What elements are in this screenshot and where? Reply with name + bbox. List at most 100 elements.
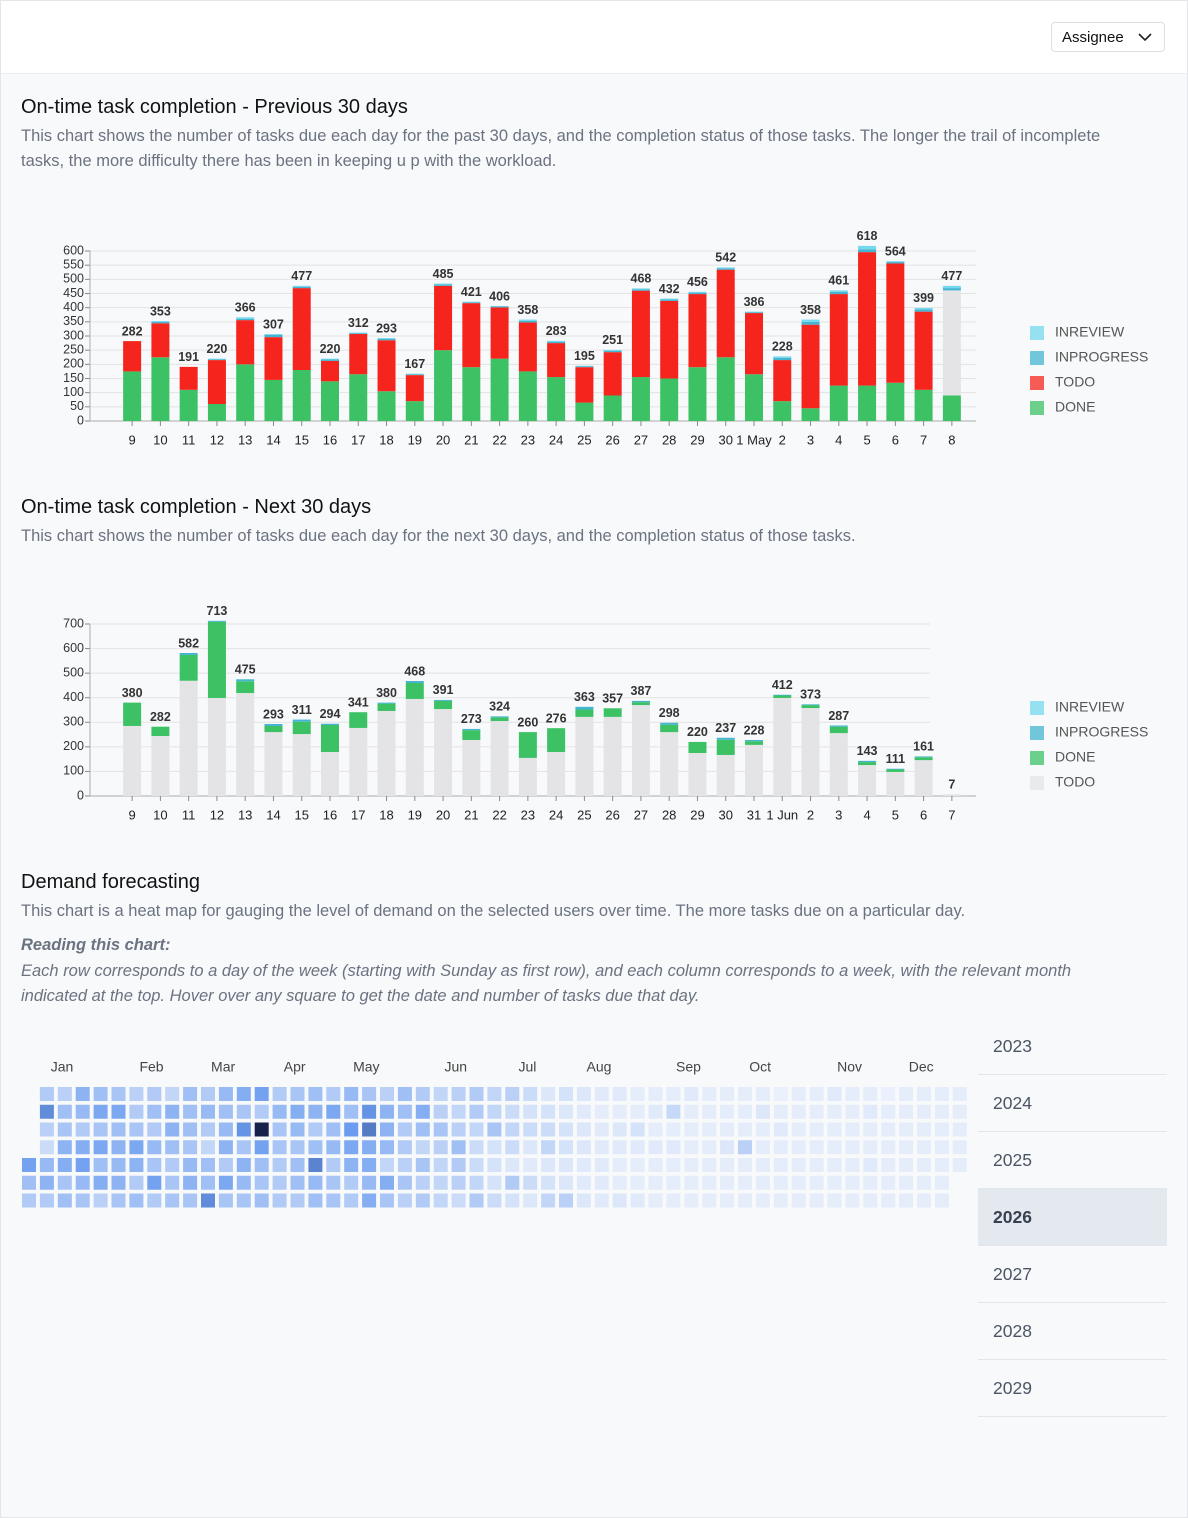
bar-segment [207,360,226,404]
year-item[interactable]: 2024 [978,1075,1167,1132]
heatmap-cell [594,1175,609,1190]
bar-segment [405,373,424,375]
heatmap-cell [290,1087,305,1101]
heatmap-cell [147,1140,162,1155]
heatmap-cell [541,1158,556,1172]
total-label: 293 [376,321,397,335]
bar-segment [377,338,396,341]
bar-segment [490,716,509,718]
year-item[interactable]: 2023 [978,1018,1167,1075]
total-label: 468 [404,664,425,678]
x-tick-label: 7 [920,432,927,447]
heatmap-cell [397,1087,412,1101]
bar-segment [603,350,622,353]
bar-segment [716,269,735,358]
y-tick-label: 600 [63,641,84,655]
x-tick-label: 16 [323,807,337,822]
bar-segment [490,307,509,359]
bar-segment [292,370,311,421]
x-tick-label: 7 [948,807,955,822]
bar-segment [490,358,509,421]
heatmap-cell [22,1158,36,1172]
month-label: Apr [284,1059,306,1075]
heatmap-cell [630,1104,645,1119]
heatmap-cell [362,1158,377,1172]
y-tick-label: 700 [63,616,84,630]
bar-segment [631,702,650,706]
bar-segment [942,288,961,291]
heatmap-cell [93,1104,108,1119]
x-tick-label: 9 [129,432,136,447]
bar-segment [349,332,368,334]
bar-segment [631,288,650,290]
total-label: 283 [546,324,567,338]
bar-segment [575,367,594,403]
bar-segment [207,697,226,796]
bar-segment [462,730,481,740]
heatmap-cell [702,1193,717,1208]
heatmap-cell [773,1122,788,1137]
heatmap-cell [183,1193,198,1208]
heatmap-cell [594,1158,609,1172]
x-tick-label: 9 [129,807,136,822]
heatmap-cell [129,1104,144,1119]
year-item[interactable]: 2027 [978,1246,1167,1303]
heatmap-cell [881,1140,896,1155]
bar-segment [490,305,509,307]
year-item[interactable]: 2028 [978,1303,1167,1360]
heatmap-cell [827,1104,842,1119]
bar-segment [942,290,961,396]
total-label: 380 [122,686,143,700]
year-item[interactable]: 2026 [978,1189,1167,1246]
heatmap-cell [612,1158,627,1172]
heatmap-cell [201,1175,215,1190]
heatmap-cell [218,1087,233,1101]
x-tick-label: 24 [549,432,563,447]
heatmap-cell [541,1087,556,1101]
x-tick-label: 15 [294,432,308,447]
bar-segment [518,371,537,421]
bar-segment [773,697,792,796]
heatmap-cell [666,1193,681,1208]
bar-segment [179,366,198,390]
heatmap-cell [666,1104,681,1119]
legend-swatch [1030,351,1044,365]
bar-segment [207,359,226,361]
heatmap-cell [702,1140,717,1155]
x-tick-label: 3 [835,807,842,822]
year-item[interactable]: 2025 [978,1132,1167,1189]
bar-segment [434,283,453,285]
bar-segment [716,739,735,755]
bar-segment [631,290,650,378]
heatmap-cell [39,1158,54,1172]
bar-segment [179,652,198,655]
heatmap-cell [380,1140,394,1155]
heatmap-cell [415,1193,430,1208]
heatmap-cell [397,1175,412,1190]
y-tick-label: 400 [63,690,84,704]
heatmap-cell [415,1087,430,1101]
heatmap-cell [451,1158,466,1172]
heatmap-cell [702,1104,717,1119]
heatmap-cell [129,1122,144,1137]
bar-segment [349,333,368,335]
heatmap-cell [326,1193,341,1208]
total-label: 167 [404,357,425,371]
bar-segment [886,263,905,383]
heatmap-cell [254,1122,269,1137]
heatmap-cell [326,1175,341,1190]
heatmap-cell [487,1140,502,1155]
legend-swatch [1030,326,1044,340]
heatmap-cell [755,1104,770,1119]
year-item[interactable]: 2029 [978,1360,1167,1417]
assignee-dropdown[interactable]: Assignee [1051,22,1165,52]
heatmap-cell [952,1122,967,1137]
bar-segment [462,303,481,368]
heatmap-cell [272,1193,287,1208]
heatmap-cell [899,1175,914,1190]
bar-segment [518,320,537,323]
bar-segment [377,391,396,421]
x-tick-label: 10 [153,432,167,447]
bar-segment [405,682,424,699]
heatmap-cell [612,1122,627,1137]
